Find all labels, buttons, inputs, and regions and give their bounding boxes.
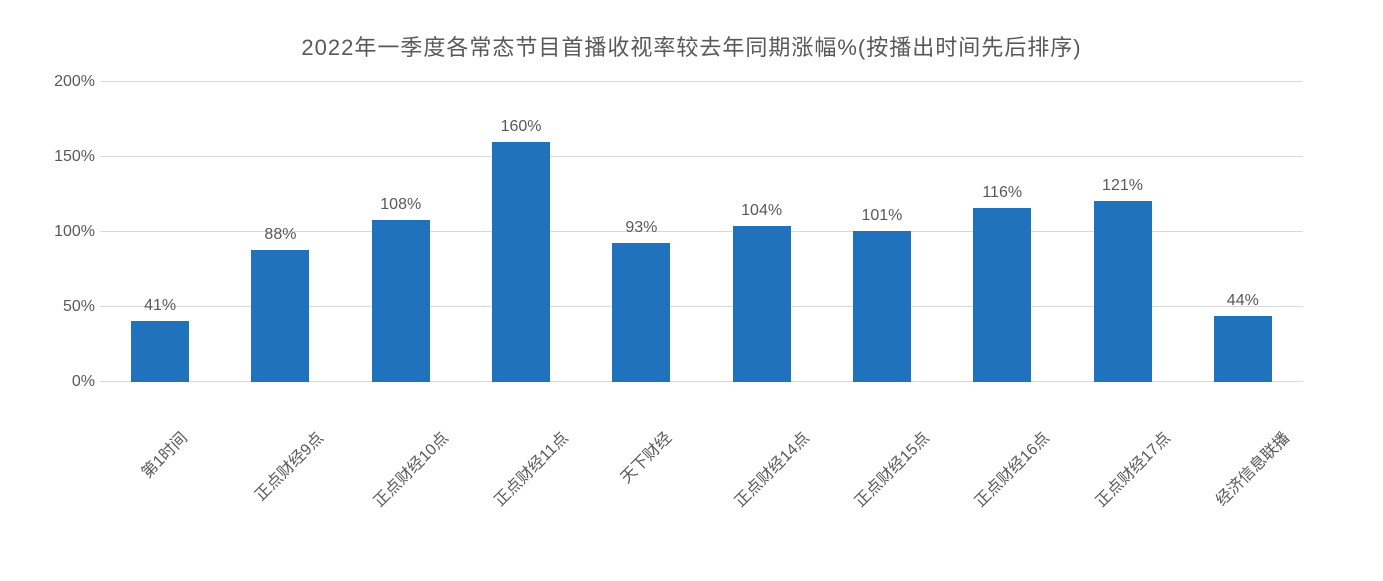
bar-slot: 41% <box>100 82 220 382</box>
bar-value-label: 116% <box>982 184 1022 202</box>
y-axis-tick-label: 200% <box>40 73 95 91</box>
bar-slot: 121% <box>1062 82 1182 382</box>
plot-area: 0%50%100%150%200% 41%88%108%160%93%104%1… <box>100 82 1303 382</box>
bar-value-label: 160% <box>501 118 542 136</box>
bar <box>492 142 550 382</box>
bar <box>853 231 911 383</box>
bars-container: 41% 88% 108% 160% 93% 104% 101% 116% 121% 44% <box>100 82 1303 382</box>
bar-slot: 44% <box>1183 82 1303 382</box>
y-axis-tick-label: 0% <box>40 373 95 391</box>
bar-value-label: 121% <box>1102 177 1143 195</box>
bar-value-label: 104% <box>741 202 782 220</box>
bar-slot: 104% <box>701 82 821 382</box>
bar-value-label: 101% <box>861 207 902 225</box>
bar-slot: 101% <box>822 82 942 382</box>
y-axis-tick-label: 50% <box>40 298 95 316</box>
bar-value-label: 108% <box>380 196 421 214</box>
bar-slot: 160% <box>461 82 581 382</box>
bar <box>372 220 430 382</box>
bar-slot: 88% <box>220 82 340 382</box>
bar <box>251 250 309 382</box>
bar-value-label: 88% <box>264 226 296 244</box>
bar-slot: 116% <box>942 82 1062 382</box>
bar <box>733 226 791 382</box>
x-axis-label: 正点财经11点 <box>461 397 581 421</box>
y-axis-tick-label: 150% <box>40 148 95 166</box>
x-axis-label: 正点财经14点 <box>701 397 821 421</box>
x-axis-label: 第1时间 <box>100 397 220 421</box>
x-axis-label: 正点财经15点 <box>822 397 942 421</box>
x-axis-label: 正点财经17点 <box>1062 397 1182 421</box>
x-axis-label: 正点财经16点 <box>942 397 1062 421</box>
x-axis-labels: 第1时间正点财经9点正点财经10点正点财经11点天下财经正点财经14点正点财经1… <box>100 397 1303 421</box>
bar-slot: 93% <box>581 82 701 382</box>
x-axis-label: 正点财经9点 <box>220 397 340 421</box>
bar <box>612 243 670 383</box>
bar-value-label: 41% <box>144 297 176 315</box>
y-axis-tick-label: 100% <box>40 223 95 241</box>
x-axis-label: 天下财经 <box>581 397 701 421</box>
bar-slot: 108% <box>341 82 461 382</box>
chart-container: 2022年一季度各常态节目首播收视率较去年同期涨幅%(按播出时间先后排序) 0%… <box>0 0 1383 581</box>
bar <box>131 321 189 383</box>
x-axis-label: 经济信息联播 <box>1183 397 1303 421</box>
bar <box>973 208 1031 382</box>
bar <box>1094 201 1152 383</box>
bar <box>1214 316 1272 382</box>
x-axis-label: 正点财经10点 <box>341 397 461 421</box>
bar-value-label: 44% <box>1227 292 1259 310</box>
bar-value-label: 93% <box>625 219 657 237</box>
chart-title: 2022年一季度各常态节目首播收视率较去年同期涨幅%(按播出时间先后排序) <box>60 30 1323 62</box>
